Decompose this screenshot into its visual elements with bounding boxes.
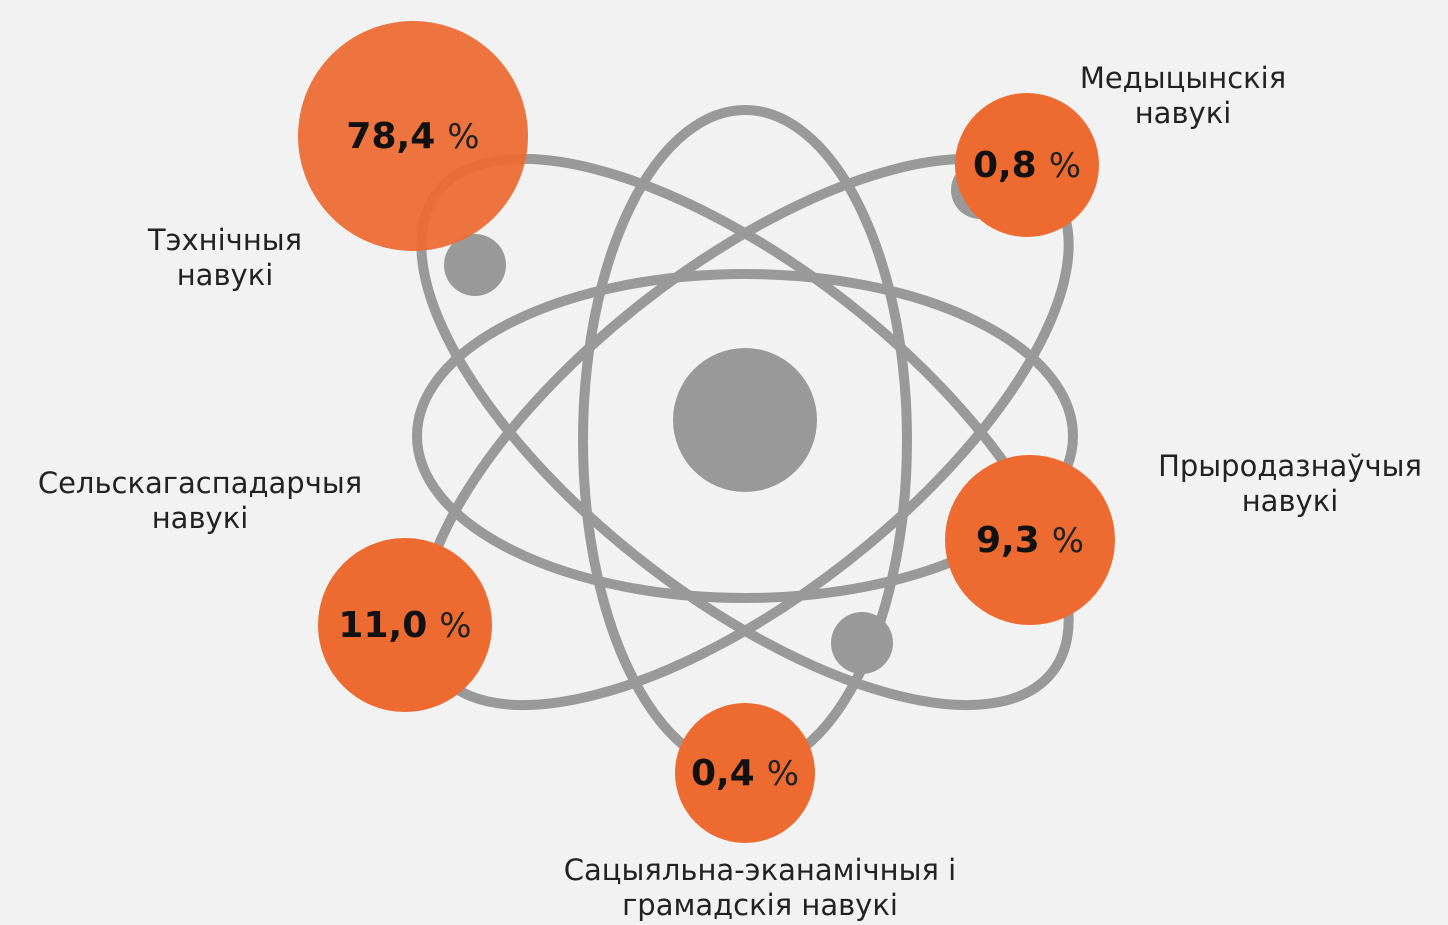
- value-text: 0,8%: [973, 145, 1081, 186]
- value-unit: %: [1049, 146, 1081, 186]
- node-label: Медыцынскія: [1080, 61, 1286, 95]
- value-number: 0,4: [691, 753, 755, 794]
- value-text: 11,0%: [338, 605, 471, 646]
- node-label: Тэхнічныя: [147, 223, 302, 257]
- node-label: грамадскія навукі: [622, 888, 898, 922]
- value-text: 0,4%: [691, 753, 799, 794]
- node-label: Сельскагаспадарчыя: [38, 466, 362, 500]
- node-label: навукі: [1242, 484, 1339, 518]
- node-label: навукі: [1135, 96, 1232, 130]
- value-number: 11,0: [338, 605, 427, 646]
- electron: [831, 612, 893, 674]
- value-unit: %: [439, 606, 471, 646]
- value-unit: %: [447, 117, 479, 157]
- value-text: 78,4%: [346, 116, 479, 157]
- node-label: навукі: [152, 501, 249, 535]
- value-text: 9,3%: [976, 520, 1084, 561]
- atom-diagram: 78,4%Тэхнічныянавукі0,8%Медыцынскіянавук…: [0, 0, 1448, 925]
- value-unit: %: [767, 754, 799, 794]
- value-number: 78,4: [346, 116, 435, 157]
- value-number: 0,8: [973, 145, 1037, 186]
- node-label: навукі: [177, 258, 274, 292]
- node-label: Прыродазнаўчыя: [1158, 449, 1422, 483]
- node-label: Сацыяльна-эканамічныя і: [564, 853, 957, 887]
- nucleus: [673, 348, 817, 492]
- value-number: 9,3: [976, 520, 1040, 561]
- value-unit: %: [1052, 521, 1084, 561]
